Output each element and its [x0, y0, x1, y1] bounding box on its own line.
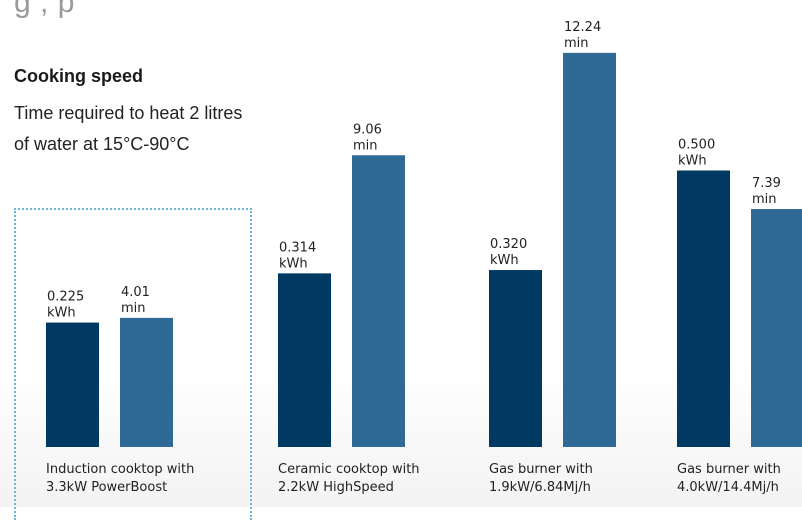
time-unit-label: min — [752, 192, 777, 207]
category-label: 3.3kW PowerBoost — [46, 480, 167, 495]
energy-bar — [278, 273, 331, 447]
time-bar — [352, 155, 405, 447]
energy-value-label: 0.320 — [490, 237, 527, 252]
time-unit-label: min — [121, 301, 146, 316]
time-value-label: 7.39 — [752, 176, 781, 191]
chart-title: Cooking speed — [14, 66, 144, 86]
highlight-box — [14, 208, 252, 520]
time-unit-label: min — [353, 138, 378, 153]
subtitle-line-2: of water at 15°C-90°C — [14, 134, 190, 154]
energy-value-label: 0.314 — [279, 240, 316, 255]
category-label: Ceramic cooktop with — [278, 462, 420, 477]
time-bar — [751, 209, 802, 447]
category-label: Induction cooktop with — [46, 462, 194, 477]
energy-unit-label: kWh — [678, 154, 707, 169]
energy-unit-label: kWh — [490, 253, 519, 268]
chart-subtitle: Time required to heat 2 litres of water … — [14, 98, 242, 160]
time-value-label: 4.01 — [121, 285, 150, 300]
energy-value-label: 0.225 — [47, 290, 84, 305]
energy-bar — [46, 322, 99, 447]
time-bar — [120, 317, 173, 447]
time-bar — [563, 52, 616, 447]
category-label: 4.0kW/14.4Mj/h — [677, 480, 779, 495]
subtitle-line-1: Time required to heat 2 litres — [14, 103, 243, 123]
category-label: 2.2kW HighSpeed — [278, 480, 394, 495]
category-label: 1.9kW/6.84Mj/h — [489, 480, 591, 495]
time-value-label: 9.06 — [353, 122, 382, 137]
cropped-heading-fragment: g , p — [14, 0, 75, 19]
energy-bar — [489, 270, 542, 447]
energy-bar — [677, 170, 730, 447]
energy-unit-label: kWh — [279, 256, 308, 271]
category-label: Gas burner with — [677, 462, 781, 477]
energy-value-label: 0.500 — [678, 138, 715, 153]
time-unit-label: min — [564, 36, 589, 51]
time-value-label: 12.24 — [564, 20, 601, 35]
category-label: Gas burner with — [489, 462, 593, 477]
energy-unit-label: kWh — [47, 306, 76, 321]
